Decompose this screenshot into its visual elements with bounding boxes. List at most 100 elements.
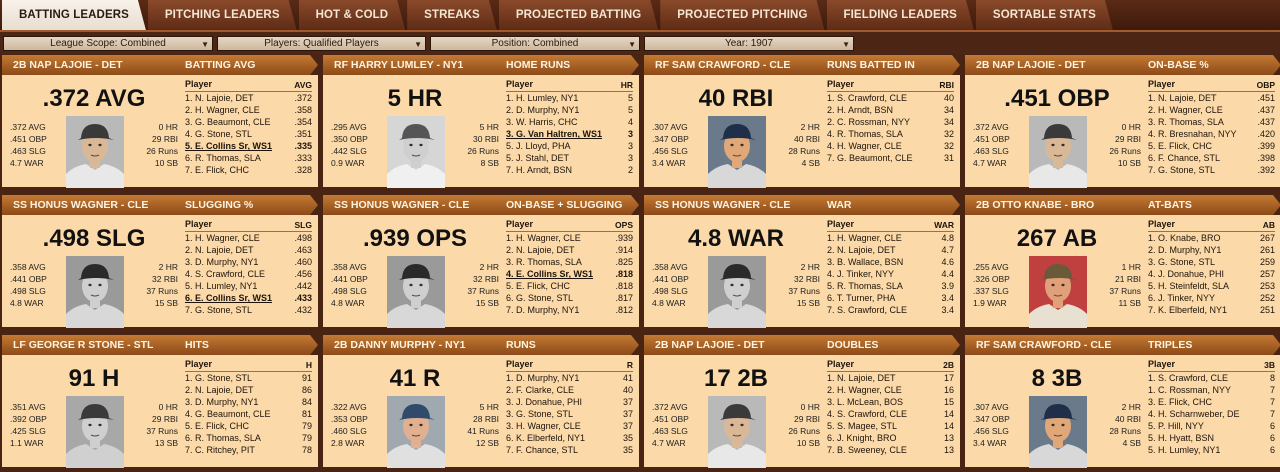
leader-row[interactable]: 2. F. Clarke, CLE 40 (506, 384, 633, 396)
year-dropdown[interactable]: Year: 1907 ▼ (644, 36, 854, 51)
leader-row[interactable]: 1. G. Stone, STL 91 (185, 372, 312, 384)
leader-row[interactable]: 3. G. Van Haltren, WS1 3 (506, 128, 633, 140)
leader-row[interactable]: 7. G. Stone, STL .392 (1148, 164, 1275, 176)
player-name[interactable]: 2B NAP LAJOIE - DET (976, 59, 1086, 71)
tab-sortable-stats[interactable]: SORTABLE STATS (976, 0, 1113, 30)
leader-row[interactable]: 2. C. Rossman, NYY 34 (827, 116, 954, 128)
leader-row[interactable]: 1. N. Lajoie, DET .451 (1148, 92, 1275, 104)
player-photo[interactable] (1029, 116, 1087, 188)
leader-row[interactable]: 1. S. Crawford, CLE 8 (1148, 372, 1275, 384)
leader-row[interactable]: 7. D. Murphy, NY1 .812 (506, 304, 633, 316)
player-name[interactable]: RF HARRY LUMLEY - NY1 (334, 59, 464, 71)
leader-row[interactable]: 6. R. Thomas, SLA .333 (185, 152, 312, 164)
leader-row[interactable]: 1. S. Crawford, CLE 40 (827, 92, 954, 104)
leader-row[interactable]: 5. H. Lumley, NY1 .442 (185, 280, 312, 292)
leader-row[interactable]: 3. D. Murphy, NY1 84 (185, 396, 312, 408)
position-dropdown[interactable]: Position: Combined ▼ (430, 36, 640, 51)
tab-streaks[interactable]: STREAKS (407, 0, 497, 30)
tab-hot-cold[interactable]: HOT & COLD (299, 0, 406, 30)
leader-row[interactable]: 2. D. Murphy, NY1 261 (1148, 244, 1275, 256)
leader-row[interactable]: 3. G. Beaumont, CLE .354 (185, 116, 312, 128)
leader-row[interactable]: 7. H. Arndt, BSN 2 (506, 164, 633, 176)
leader-row[interactable]: 1. N. Lajoie, DET 17 (827, 372, 954, 384)
tab-pitching-leaders[interactable]: PITCHING LEADERS (148, 0, 297, 30)
leader-row[interactable]: 6. T. Turner, PHA 3.4 (827, 292, 954, 304)
leader-row[interactable]: 2. N. Lajoie, DET .463 (185, 244, 312, 256)
leader-row[interactable]: 5. E. Flick, CHC .399 (1148, 140, 1275, 152)
leader-row[interactable]: 7. G. Stone, STL .432 (185, 304, 312, 316)
leader-row[interactable]: 7. C. Ritchey, PIT 78 (185, 444, 312, 456)
leader-row[interactable]: 5. J. Lloyd, PHA 3 (506, 140, 633, 152)
leader-row[interactable]: 3. J. Donahue, PHI 37 (506, 396, 633, 408)
stat-column-header[interactable]: AVG (294, 80, 312, 90)
player-name[interactable]: 2B OTTO KNABE - BRO (976, 199, 1095, 211)
leader-row[interactable]: 6. F. Chance, STL .398 (1148, 152, 1275, 164)
stat-column-header[interactable]: 2B (943, 360, 954, 370)
leader-row[interactable]: 3. R. Thomas, SLA .825 (506, 256, 633, 268)
leader-row[interactable]: 6. K. Elberfeld, NY1 35 (506, 432, 633, 444)
player-name[interactable]: SS HONUS WAGNER - CLE (13, 199, 149, 211)
leader-row[interactable]: 2. H. Arndt, BSN 34 (827, 104, 954, 116)
leader-row[interactable]: 5. H. Steinfeldt, SLA 253 (1148, 280, 1275, 292)
leader-row[interactable]: 6. J. Knight, BRO 13 (827, 432, 954, 444)
stat-column-header[interactable]: WAR (934, 220, 954, 230)
leader-row[interactable]: 5. P. Hill, NYY 6 (1148, 420, 1275, 432)
player-name[interactable]: SS HONUS WAGNER - CLE (334, 199, 470, 211)
stat-column-header[interactable]: HR (620, 80, 633, 90)
leader-row[interactable]: 4. S. Crawford, CLE .456 (185, 268, 312, 280)
stat-column-header[interactable]: R (626, 360, 633, 370)
player-photo[interactable] (387, 396, 445, 468)
leader-row[interactable]: 2. H. Wagner, CLE 16 (827, 384, 954, 396)
league-scope-dropdown[interactable]: League Scope: Combined ▼ (3, 36, 213, 51)
leader-row[interactable]: 4. R. Thomas, SLA 32 (827, 128, 954, 140)
leader-row[interactable]: 2. N. Lajoie, DET 4.7 (827, 244, 954, 256)
leader-row[interactable]: 4. H. Wagner, CLE 32 (827, 140, 954, 152)
leader-row[interactable]: 2. D. Murphy, NY1 5 (506, 104, 633, 116)
leader-row[interactable]: 5. S. Magee, STL 14 (827, 420, 954, 432)
tab-fielding-leaders[interactable]: FIELDING LEADERS (827, 0, 974, 30)
leader-row[interactable]: 2. H. Wagner, CLE .437 (1148, 104, 1275, 116)
leader-row[interactable]: 4. S. Crawford, CLE 14 (827, 408, 954, 420)
leader-row[interactable]: 1. H. Wagner, CLE .939 (506, 232, 633, 244)
leader-row[interactable]: 7. B. Sweeney, CLE 13 (827, 444, 954, 456)
leader-row[interactable]: 1. D. Murphy, NY1 41 (506, 372, 633, 384)
leader-row[interactable]: 3. H. Wagner, CLE 37 (506, 420, 633, 432)
leader-row[interactable]: 4. R. Bresnahan, NYY .420 (1148, 128, 1275, 140)
player-photo[interactable] (387, 256, 445, 328)
player-photo[interactable] (387, 116, 445, 188)
stat-column-header[interactable]: AB (1262, 220, 1275, 230)
stat-column-header[interactable]: OPS (615, 220, 633, 230)
leader-row[interactable]: 6. J. Tinker, NYY 252 (1148, 292, 1275, 304)
player-photo[interactable] (708, 396, 766, 468)
player-photo[interactable] (708, 256, 766, 328)
player-name[interactable]: LF GEORGE R STONE - STL (13, 339, 154, 351)
leader-row[interactable]: 7. S. Crawford, CLE 3.4 (827, 304, 954, 316)
stat-column-header[interactable]: OBP (1256, 80, 1275, 90)
leader-row[interactable]: 4. H. Scharnweber, DE 7 (1148, 408, 1275, 420)
leader-row[interactable]: 6. R. Thomas, SLA 79 (185, 432, 312, 444)
leader-row[interactable]: 6. G. Stone, STL .817 (506, 292, 633, 304)
leader-row[interactable]: 3. D. Murphy, NY1 .460 (185, 256, 312, 268)
leader-row[interactable]: 6. E. Collins Sr, WS1 .433 (185, 292, 312, 304)
tab-batting-leaders[interactable]: BATTING LEADERS (2, 0, 146, 30)
player-photo[interactable] (66, 116, 124, 188)
players-dropdown[interactable]: Players: Qualified Players ▼ (217, 36, 426, 51)
leader-row[interactable]: 5. E. Collins Sr, WS1 .335 (185, 140, 312, 152)
leader-row[interactable]: 5. H. Hyatt, BSN 6 (1148, 432, 1275, 444)
leader-row[interactable]: 4. E. Collins Sr, WS1 .818 (506, 268, 633, 280)
leader-row[interactable]: 5. E. Flick, CHC .818 (506, 280, 633, 292)
player-name[interactable]: 2B NAP LAJOIE - DET (655, 339, 765, 351)
leader-row[interactable]: 1. O. Knabe, BRO 267 (1148, 232, 1275, 244)
player-photo[interactable] (1029, 396, 1087, 468)
leader-row[interactable]: 2. N. Lajoie, DET 86 (185, 384, 312, 396)
leader-row[interactable]: 4. J. Tinker, NYY 4.4 (827, 268, 954, 280)
player-photo[interactable] (66, 256, 124, 328)
leader-row[interactable]: 4. G. Stone, STL .351 (185, 128, 312, 140)
leader-row[interactable]: 7. K. Elberfeld, NY1 251 (1148, 304, 1275, 316)
leader-row[interactable]: 5. J. Stahl, DET 3 (506, 152, 633, 164)
leader-row[interactable]: 3. W. Harris, CHC 4 (506, 116, 633, 128)
leader-row[interactable]: 1. C. Rossman, NYY 7 (1148, 384, 1275, 396)
leader-row[interactable]: 3. G. Stone, STL 259 (1148, 256, 1275, 268)
leader-row[interactable]: 4. J. Donahue, PHI 257 (1148, 268, 1275, 280)
leader-row[interactable]: 1. H. Lumley, NY1 5 (506, 92, 633, 104)
